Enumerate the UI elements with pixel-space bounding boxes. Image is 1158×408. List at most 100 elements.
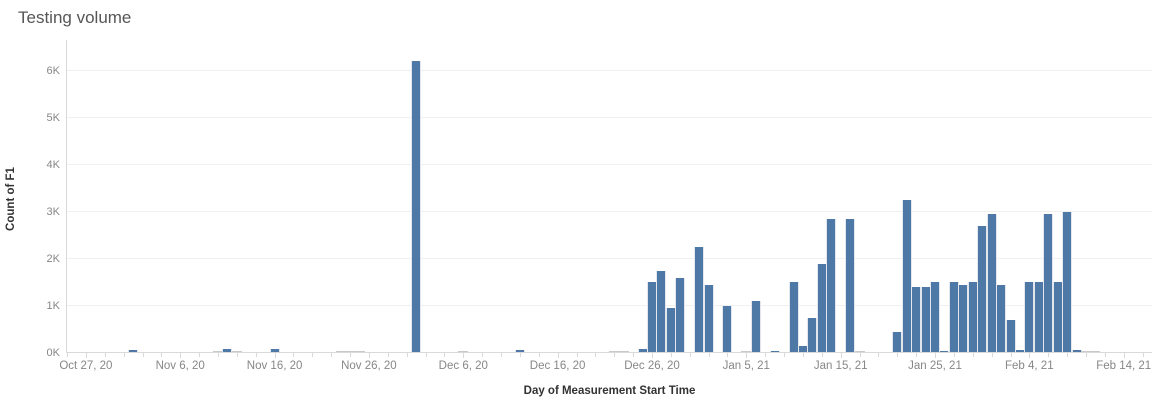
x-tick-mark	[897, 353, 899, 357]
y-tick-label: 6K	[46, 64, 60, 77]
x-tick-mark	[614, 353, 616, 357]
x-tick-mark	[765, 353, 767, 357]
bar[interactable]	[1024, 282, 1035, 353]
x-tick-label: Oct 27, 20	[59, 360, 113, 372]
x-tick-mark	[878, 353, 880, 357]
x-tick-mark	[821, 353, 823, 357]
bar[interactable]	[901, 200, 912, 353]
x-tick-mark	[123, 353, 125, 357]
x-axis-title: Day of Measurement Start Time	[523, 385, 696, 397]
y-tick-label: 4K	[46, 158, 60, 171]
x-tick-mark	[1067, 353, 1069, 357]
x-tick-mark	[595, 353, 597, 357]
bar[interactable]	[930, 282, 940, 353]
gridline	[67, 116, 1152, 118]
x-tick-mark	[746, 353, 748, 358]
x-tick-mark	[708, 353, 710, 357]
x-tick-mark	[519, 353, 521, 357]
x-tick-mark	[350, 353, 351, 357]
x-tick-mark	[935, 353, 936, 358]
x-tick-mark	[255, 353, 257, 357]
x-tick-mark	[991, 353, 993, 357]
x-tick-mark	[501, 353, 502, 357]
y-tick-label: 0K	[46, 347, 60, 359]
x-tick-mark	[1104, 353, 1106, 357]
x-tick-mark	[67, 353, 68, 357]
x-tick-label: Dec 6, 20	[438, 360, 488, 372]
y-tick-label: 2K	[46, 252, 60, 265]
bar[interactable]	[788, 282, 799, 353]
bar[interactable]	[845, 218, 856, 353]
x-tick-mark	[953, 353, 955, 357]
x-tick-label: Nov 6, 20	[155, 360, 205, 372]
x-tick-mark	[463, 353, 465, 358]
gridline	[67, 304, 1152, 306]
bar[interactable]	[967, 282, 978, 353]
x-tick-label: Dec 16, 20	[529, 360, 586, 372]
bar[interactable]	[996, 284, 1006, 353]
bar[interactable]	[411, 61, 422, 353]
y-axis-line	[66, 40, 67, 353]
x-tick-mark	[482, 353, 484, 357]
x-tick-mark	[104, 353, 106, 357]
bar[interactable]	[750, 301, 761, 353]
bar[interactable]	[1043, 214, 1054, 353]
x-tick-mark	[85, 353, 87, 358]
x-tick-mark	[1010, 353, 1012, 357]
x-tick-mark	[1086, 353, 1087, 357]
x-tick-label: Nov 16, 20	[246, 360, 303, 372]
x-tick-label: Jan 15, 21	[813, 360, 868, 372]
x-tick-label: Dec 26, 20	[624, 360, 680, 372]
plot-area	[67, 40, 1152, 353]
x-tick-mark	[331, 353, 333, 357]
x-tick-mark	[368, 353, 370, 358]
x-tick-mark	[274, 353, 276, 358]
bar[interactable]	[694, 247, 705, 353]
x-tick-mark	[557, 353, 559, 358]
bar[interactable]	[514, 350, 525, 353]
bar[interactable]	[1005, 320, 1016, 353]
x-tick-mark	[802, 353, 804, 357]
gridline	[67, 210, 1152, 212]
bar[interactable]	[269, 349, 280, 353]
x-tick-label: Jan 25, 21	[908, 360, 962, 372]
x-tick-mark	[142, 353, 144, 357]
bar[interactable]	[703, 284, 714, 353]
x-tick-mark	[161, 353, 163, 357]
x-tick-label: Feb 4, 21	[1005, 360, 1054, 372]
x-tick-mark	[652, 353, 653, 358]
x-tick-mark	[840, 353, 842, 358]
x-tick-mark	[1123, 353, 1125, 358]
bar[interactable]	[807, 317, 818, 353]
x-axis-line	[67, 352, 1152, 353]
x-tick-mark	[218, 353, 219, 357]
x-tick-mark	[670, 353, 672, 357]
bar[interactable]	[665, 308, 676, 353]
x-tick-label: Feb 14, 21	[1096, 360, 1152, 372]
x-tick-mark	[444, 353, 446, 357]
x-tick-mark	[727, 353, 729, 357]
x-tick-mark	[199, 353, 201, 357]
x-tick-mark	[538, 353, 540, 357]
bar[interactable]	[128, 349, 138, 353]
bar[interactable]	[911, 287, 922, 353]
x-tick-mark	[972, 353, 974, 357]
bar[interactable]	[722, 305, 733, 353]
x-tick-mark	[859, 353, 861, 357]
bar[interactable]	[986, 214, 997, 353]
y-tick-label: 5K	[46, 111, 60, 124]
y-tick-label: 3K	[46, 205, 60, 218]
x-tick-mark	[387, 353, 389, 357]
x-tick-mark	[576, 353, 578, 357]
x-tick-mark	[425, 353, 427, 357]
bar[interactable]	[675, 277, 686, 353]
bar[interactable]	[826, 218, 837, 353]
chart-title: Testing volume	[18, 8, 132, 27]
x-tick-mark	[312, 353, 314, 357]
bar[interactable]	[1062, 211, 1073, 353]
y-tick-label: 1K	[46, 299, 60, 312]
x-tick-mark	[236, 353, 238, 357]
x-tick-mark	[1029, 353, 1031, 358]
x-tick-mark	[916, 353, 918, 357]
x-tick-mark	[180, 353, 182, 358]
